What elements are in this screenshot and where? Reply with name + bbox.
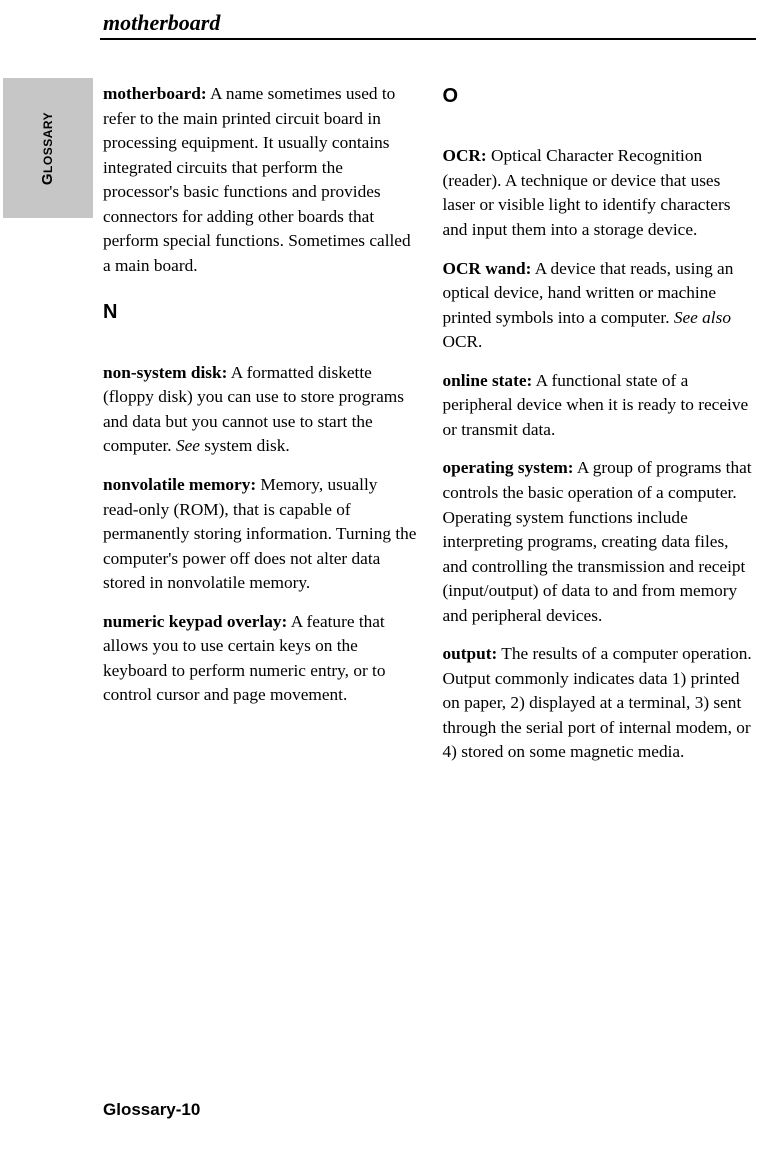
section-tab-initial: G [39, 172, 56, 184]
entry-term: operating system: [443, 458, 574, 477]
header-rule [100, 38, 756, 40]
entry-term: OCR: [443, 146, 487, 165]
glossary-entry: OCR: Optical Character Recognition (read… [443, 144, 757, 242]
entry-term: numeric keypad overlay: [103, 612, 287, 631]
entry-term: online state: [443, 371, 533, 390]
entry-see: See also [674, 308, 731, 327]
section-heading-o: O [443, 82, 757, 110]
page-number: Glossary-10 [103, 1100, 200, 1120]
entry-tail: OCR. [443, 332, 483, 351]
glossary-entry: numeric keypad overlay: A feature that a… [103, 610, 417, 708]
glossary-entry: non-system disk: A formatted diskette (f… [103, 361, 417, 459]
left-column: motherboard: A name sometimes used to re… [103, 82, 417, 779]
glossary-entry: operating system: A group of programs th… [443, 456, 757, 628]
entry-body: A group of programs that controls the ba… [443, 458, 752, 624]
entry-term: output: [443, 644, 498, 663]
section-tab-label: GLOSSARY [39, 111, 56, 184]
right-column: O OCR: Optical Character Recognition (re… [443, 82, 757, 779]
entry-term: OCR wand: [443, 259, 532, 278]
glossary-entry: output: The results of a computer operat… [443, 642, 757, 765]
section-heading-n: N [103, 298, 417, 326]
entry-body: Optical Character Recognition (reader). … [443, 146, 731, 239]
running-head-term: motherboard [100, 10, 756, 36]
entry-tail: system disk. [200, 436, 290, 455]
glossary-entry: online state: A functional state of a pe… [443, 369, 757, 443]
glossary-entry: nonvolatile memory: Memory, usually read… [103, 473, 417, 596]
entry-see: See [176, 436, 200, 455]
glossary-entry: OCR wand: A device that reads, using an … [443, 257, 757, 355]
glossary-entry: motherboard: A name sometimes used to re… [103, 82, 417, 278]
entry-term: motherboard: [103, 84, 207, 103]
entry-term: non-system disk: [103, 363, 227, 382]
section-tab: GLOSSARY [3, 78, 93, 218]
entry-body: A name sometimes used to refer to the ma… [103, 84, 411, 275]
section-tab-rest: LOSSARY [41, 111, 55, 172]
entry-term: nonvolatile memory: [103, 475, 256, 494]
content-columns: motherboard: A name sometimes used to re… [103, 82, 756, 779]
page-header: motherboard [100, 10, 756, 40]
